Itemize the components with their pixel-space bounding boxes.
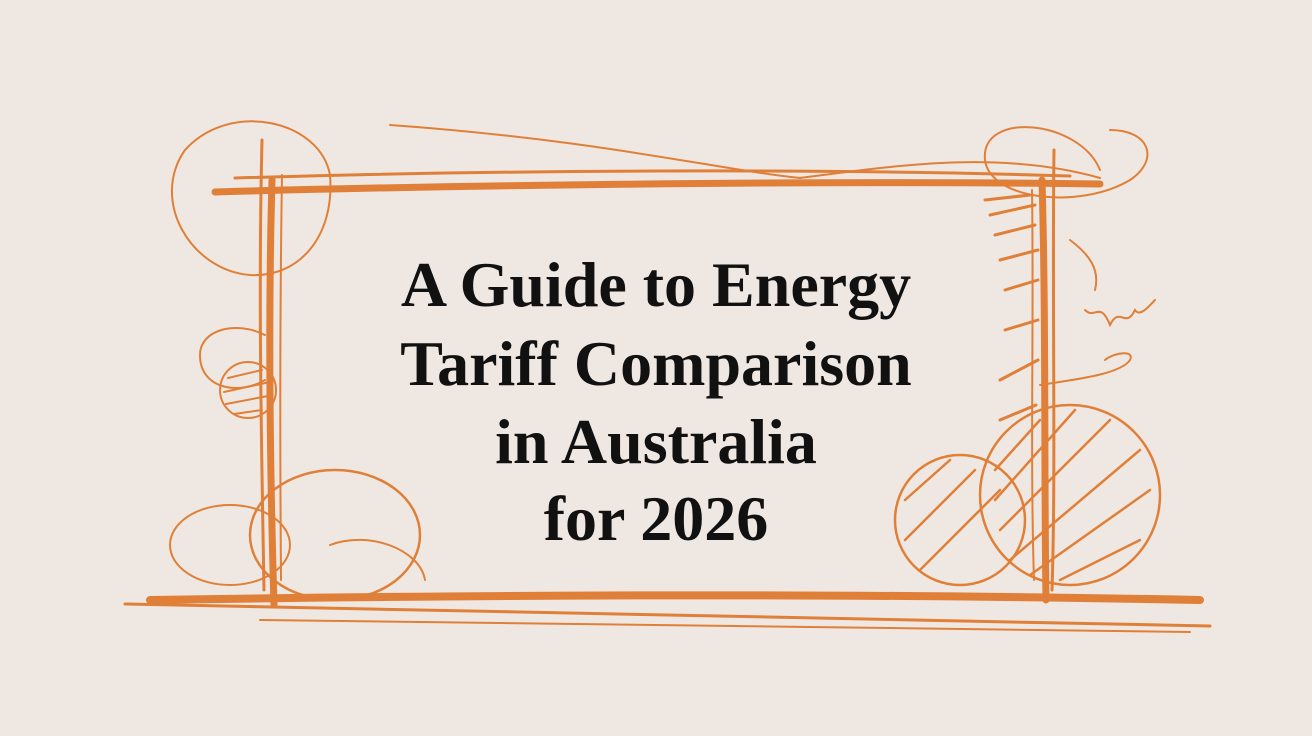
title-line: A Guide to Energy [401, 249, 911, 320]
title-line: in Australia [495, 406, 817, 477]
title-line: Tariff Comparison [400, 328, 911, 399]
title: A Guide to Energy Tariff Comparison in A… [400, 249, 911, 554]
title-line: for 2026 [544, 483, 769, 554]
sketch-frame [123, 120, 1212, 633]
